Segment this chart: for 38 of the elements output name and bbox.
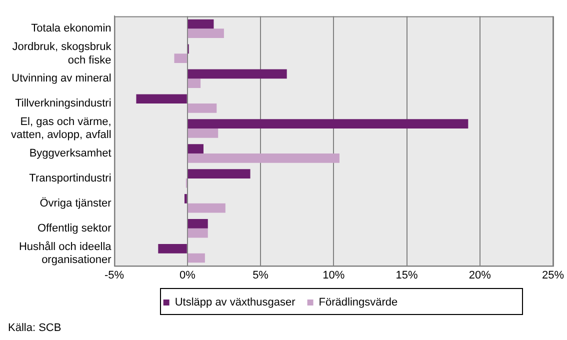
y-tick-label: Totala ekonomin <box>31 22 112 35</box>
x-tick-label: -5% <box>104 269 124 282</box>
bar <box>188 228 208 238</box>
x-tick-label: 15% <box>396 269 418 282</box>
x-tick-label: 20% <box>468 269 492 282</box>
bar <box>188 219 208 228</box>
bar <box>158 244 187 254</box>
y-tick-label: Utvinning av mineral <box>12 72 112 85</box>
y-tick-label: Byggverksamhet <box>29 148 112 160</box>
bar <box>188 169 250 178</box>
bar <box>188 78 201 88</box>
text: Källa: SCB <box>8 322 62 334</box>
bar <box>188 28 224 38</box>
bar <box>188 119 468 129</box>
x-tick-label: 25% <box>542 269 564 282</box>
bar <box>184 194 187 204</box>
bar <box>188 153 340 163</box>
y-tick-label: Jordbruk, skogsbruk och fiske <box>12 41 112 66</box>
x-tick-label: 5% <box>252 269 269 282</box>
legend-label: Utsläpp av växthusgaser <box>174 296 296 309</box>
bar <box>188 253 205 263</box>
legend-label: Förädlingsvärde <box>318 296 398 309</box>
bar <box>188 69 287 79</box>
y-tick-label: El, gas och värme, vatten, avlopp, avfall <box>10 116 112 142</box>
y-tick-label: Offentlig sektor <box>38 222 112 234</box>
bar <box>188 203 226 213</box>
bar <box>174 54 187 63</box>
y-tick-label: Tillverkningsindustri <box>15 98 112 110</box>
bar <box>188 104 217 113</box>
y-tick-label: Transportindustri <box>29 172 112 184</box>
bar <box>188 128 218 138</box>
y-tick-label: Hushåll och ideella organisationer <box>18 240 112 266</box>
bar <box>188 144 204 154</box>
x-tick-label: 0% <box>179 269 196 282</box>
x-tick-label: 10% <box>322 269 345 282</box>
y-tick-label: Övriga tjänster <box>40 196 112 210</box>
bar <box>188 19 214 29</box>
bar <box>136 94 187 104</box>
